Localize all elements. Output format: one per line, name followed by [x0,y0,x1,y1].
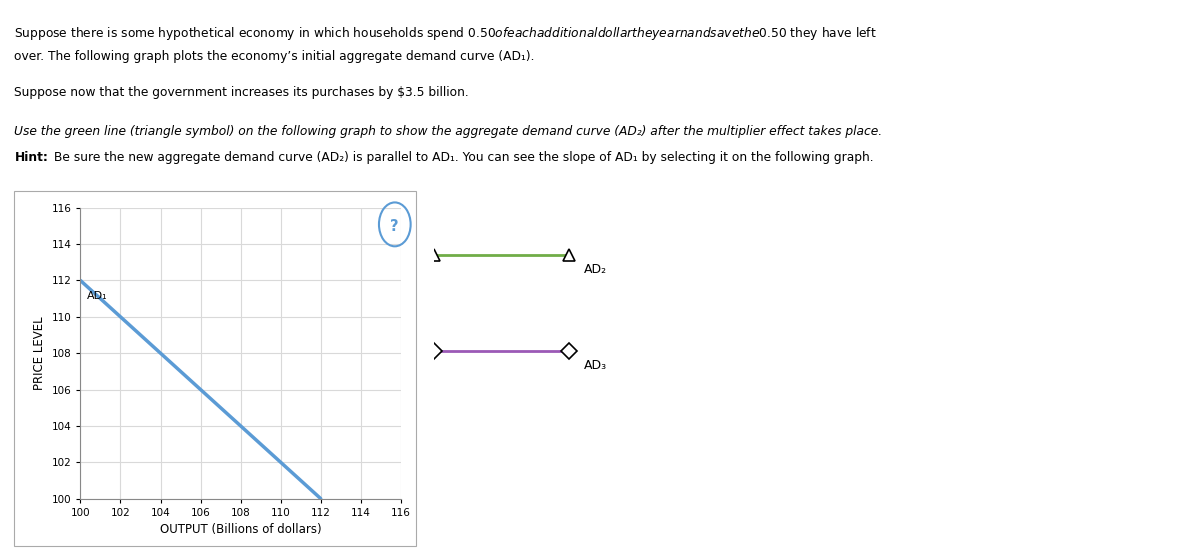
X-axis label: OUTPUT (Billions of dollars): OUTPUT (Billions of dollars) [160,523,322,536]
Text: AD₃: AD₃ [584,359,607,372]
Y-axis label: PRICE LEVEL: PRICE LEVEL [32,316,46,390]
Text: Hint:: Hint: [14,151,48,163]
Text: Suppose there is some hypothetical economy in which households spend $0.50 of ea: Suppose there is some hypothetical econo… [14,25,877,42]
Text: Use the green line (triangle symbol) on the following graph to show the aggregat: Use the green line (triangle symbol) on … [14,125,882,137]
Text: Suppose now that the government increases its purchases by $3.5 billion.: Suppose now that the government increase… [14,86,469,99]
Text: AD₁: AD₁ [86,291,107,301]
Text: over. The following graph plots the economy’s initial aggregate demand curve (AD: over. The following graph plots the econ… [14,50,535,63]
Text: ?: ? [390,219,400,234]
Text: Be sure the new aggregate demand curve (AD₂) is parallel to AD₁. You can see the: Be sure the new aggregate demand curve (… [50,151,874,163]
Text: AD₂: AD₂ [584,263,607,276]
